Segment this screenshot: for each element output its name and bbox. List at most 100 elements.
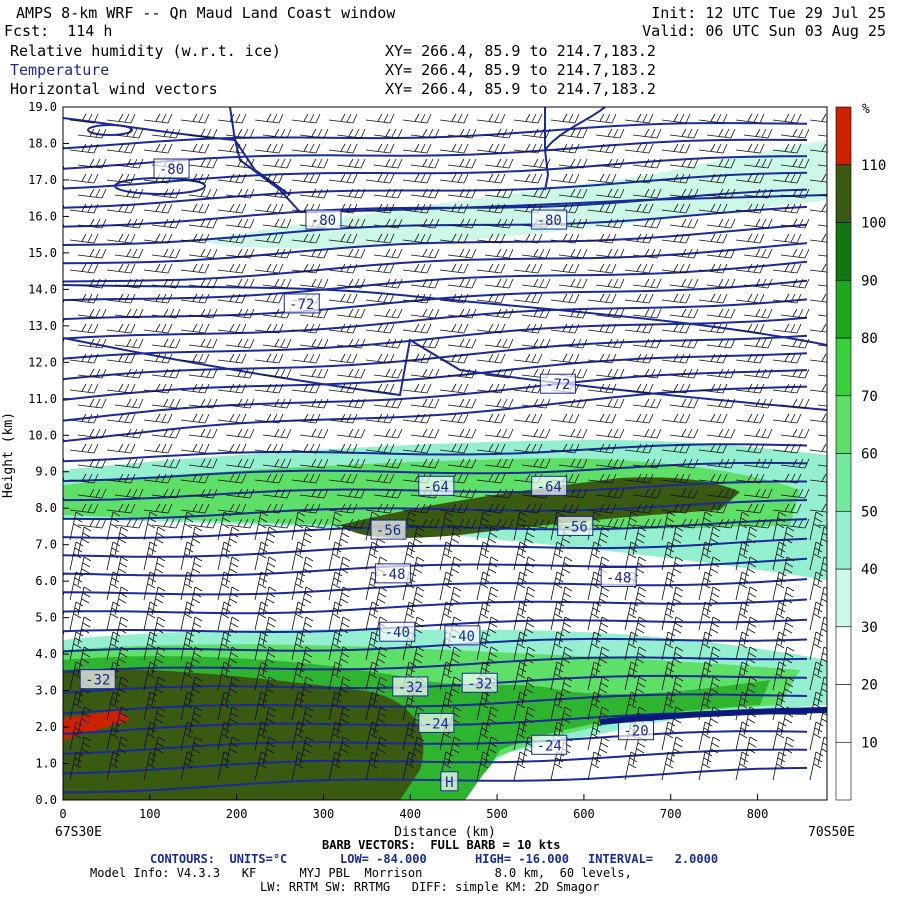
contour-label-box: [370, 519, 407, 540]
wind-barb: [669, 338, 699, 349]
wind-barb: [624, 143, 654, 154]
wind-barb: [587, 353, 617, 364]
field-name-wind: Horizontal wind vectors: [10, 80, 218, 98]
wind-barb: [772, 541, 787, 571]
wind-barb: [550, 113, 580, 124]
wind-barb: [336, 218, 366, 229]
y-tick-label: 19.0: [28, 100, 57, 114]
wind-barb: [735, 263, 765, 274]
wind-barb: [373, 428, 403, 439]
wind-barb: [661, 383, 691, 394]
wind-barb: [624, 443, 654, 454]
wind-barb: [513, 571, 528, 601]
wind-barb: [632, 586, 647, 616]
wind-barb: [550, 173, 580, 184]
temperature-contour: [63, 461, 808, 483]
wind-barb: [521, 368, 551, 379]
wind-barb: [595, 556, 610, 586]
wind-barb: [217, 443, 247, 454]
wind-barb: [402, 233, 432, 244]
wind-barb: [661, 541, 676, 571]
wind-barb: [661, 443, 691, 454]
wind-barb: [735, 173, 765, 184]
wind-barb: [706, 338, 736, 349]
wind-barb: [336, 308, 366, 319]
wind-barb: [254, 233, 284, 244]
model-physics: LW: RRTM SW: RRTMG DIFF: simple KM: 2D S…: [260, 880, 600, 894]
wind-barb: [373, 676, 388, 706]
wind-barb: [254, 353, 284, 364]
wind-barb: [706, 556, 721, 586]
wind-barb: [661, 353, 691, 364]
wind-barb: [299, 248, 329, 259]
wind-barb: [484, 518, 514, 529]
wind-barb: [291, 691, 306, 721]
wind-barb: [106, 173, 136, 184]
contour-label: -40: [444, 625, 481, 646]
wind-barb: [69, 691, 84, 721]
wind-barb: [299, 556, 314, 586]
wind-barb: [373, 128, 403, 139]
wind-barb: [225, 526, 240, 556]
wind-barb: [336, 586, 351, 616]
colorbar-label: 90: [861, 273, 878, 289]
wind-barb: [180, 503, 210, 514]
wind-barb: [439, 443, 469, 454]
wind-barb: [225, 556, 240, 586]
wind-barb: [624, 323, 654, 334]
wind-barb: [772, 263, 802, 274]
wind-barb: [69, 511, 84, 541]
wind-barb: [550, 443, 580, 454]
wind-barb: [772, 383, 802, 394]
y-tick-label: 6.0: [35, 574, 57, 588]
wind-barb: [817, 616, 827, 646]
wind-barb: [706, 736, 721, 766]
contour-units: CONTOURS: UNITS=°C: [150, 852, 288, 866]
wind-barb: [114, 616, 129, 646]
wind-barb: [558, 646, 573, 676]
wind-barb: [114, 338, 144, 349]
wind-barb: [809, 721, 824, 751]
wind-barb: [336, 458, 366, 469]
contour-label: -20: [618, 720, 654, 741]
wind-barb: [624, 631, 639, 661]
wind-barb: [77, 158, 107, 169]
init-time: Init: 12 UTC Tue 29 Jul 25: [651, 4, 886, 22]
wind-barb: [151, 368, 181, 379]
field-name-temperature: Temperature: [10, 61, 110, 79]
wind-barb: [410, 278, 440, 289]
wind-barb: [735, 203, 765, 214]
wind-barb: [114, 646, 129, 676]
wind-barb: [698, 571, 713, 601]
contour-label-box: [440, 771, 459, 792]
wind-barb: [484, 188, 514, 199]
wind-barb: [780, 368, 810, 379]
wind-barb: [595, 278, 625, 289]
wind-barb: [336, 616, 351, 646]
wind-barb: [439, 323, 469, 334]
wind-barb: [632, 308, 662, 319]
temperature-contour: [544, 107, 606, 151]
wind-barb: [439, 503, 469, 514]
colorbar-unit: %: [862, 102, 870, 117]
wind-barb: [439, 143, 469, 154]
wind-barb: [143, 503, 173, 514]
temperature-contour: [63, 656, 808, 673]
wind-barb: [513, 173, 543, 184]
wind-barb: [743, 706, 758, 736]
colorbar-segment: [835, 395, 852, 454]
wind-barb: [743, 428, 773, 439]
wind-barb: [328, 443, 358, 454]
wind-barb: [632, 278, 662, 289]
field-xy-wind: XY= 266.4, 85.9 to 214.7,183.2: [385, 80, 656, 98]
wind-barb: [77, 128, 107, 139]
wind-barb: [484, 586, 499, 616]
wind-barb: [143, 511, 158, 541]
wind-barb: [817, 676, 827, 706]
wind-barb: [698, 143, 728, 154]
contour-label-box: [531, 475, 568, 496]
temperature-contour: [63, 279, 808, 322]
wind-barb: [69, 353, 99, 364]
wind-barb: [624, 263, 654, 274]
wind-barb: [743, 526, 758, 556]
